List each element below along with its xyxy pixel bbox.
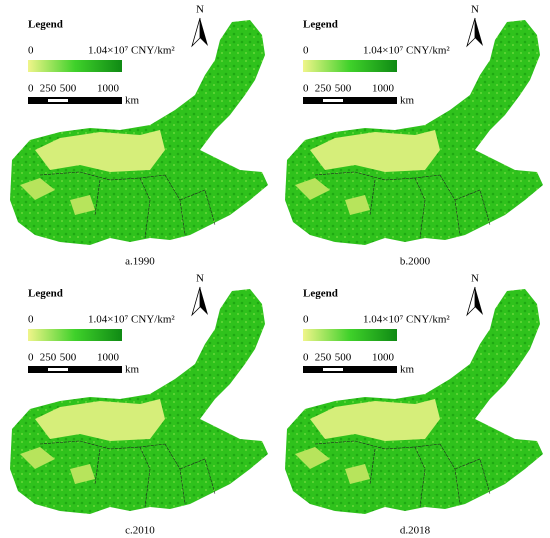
legend-title: Legend — [28, 288, 63, 300]
north-arrow — [475, 18, 483, 46]
map-panel: Legend 0 1.04×10⁷ CNY/km² 0 250 500 1000 km Nd.2… — [284, 273, 544, 537]
map-panel: Legend 0 1.04×10⁷ CNY/km² 0 250 500 1000 km Na.1… — [9, 4, 269, 268]
scale-label: 500 — [60, 352, 77, 364]
north-arrow — [200, 18, 208, 46]
scale-label: 0 — [303, 83, 309, 95]
north-arrow — [200, 287, 208, 315]
legend-gradient — [28, 60, 122, 72]
scale-label: 250 — [315, 352, 332, 364]
north-label: N — [196, 273, 204, 285]
north-arrow — [466, 17, 476, 48]
legend-max: 1.04×10⁷ CNY/km² — [363, 314, 450, 326]
caption: a.1990 — [125, 256, 155, 268]
scale-label: 500 — [335, 352, 352, 364]
scale-unit: km — [400, 95, 415, 107]
scale-label: 1000 — [97, 352, 120, 364]
scale-label: 0 — [303, 352, 309, 364]
scale-bar — [28, 97, 122, 104]
scale-bar-gap — [323, 99, 343, 102]
scale-bar — [303, 97, 397, 104]
north-arrow — [475, 287, 483, 315]
north-label: N — [471, 273, 479, 285]
north-label: N — [196, 4, 204, 16]
scale-label: 1000 — [372, 83, 395, 95]
north-arrow — [466, 286, 476, 317]
scale-bar — [28, 366, 122, 373]
legend-min: 0 — [303, 314, 309, 326]
scale-bar — [303, 366, 397, 373]
legend-max: 1.04×10⁷ CNY/km² — [88, 45, 175, 57]
north-arrow — [191, 17, 201, 48]
north-arrow — [191, 286, 201, 317]
legend-title: Legend — [303, 288, 338, 300]
scale-label: 500 — [60, 83, 77, 95]
scale-label: 500 — [335, 83, 352, 95]
legend-title: Legend — [28, 19, 63, 31]
legend-max: 1.04×10⁷ CNY/km² — [88, 314, 175, 326]
legend-min: 0 — [28, 314, 34, 326]
scale-unit: km — [125, 364, 140, 376]
map-panel: Legend 0 1.04×10⁷ CNY/km² 0 250 500 1000 km Nc.2… — [9, 273, 269, 537]
legend-max: 1.04×10⁷ CNY/km² — [363, 45, 450, 57]
scale-bar-gap — [48, 368, 68, 371]
scale-label: 250 — [40, 83, 57, 95]
scale-label: 250 — [315, 83, 332, 95]
scale-label: 250 — [40, 352, 57, 364]
scale-unit: km — [400, 364, 415, 376]
map-panel: Legend 0 1.04×10⁷ CNY/km² 0 250 500 1000 km Nb.2… — [284, 4, 544, 268]
scale-bar-gap — [48, 99, 68, 102]
scale-label: 1000 — [97, 83, 120, 95]
north-label: N — [471, 4, 479, 16]
caption: b.2000 — [400, 256, 431, 268]
legend-min: 0 — [303, 45, 309, 57]
scale-bar-gap — [323, 368, 343, 371]
caption: d.2018 — [400, 525, 431, 537]
scale-label: 0 — [28, 352, 34, 364]
legend-title: Legend — [303, 19, 338, 31]
scale-unit: km — [125, 95, 140, 107]
legend-gradient — [28, 329, 122, 341]
caption: c.2010 — [125, 525, 155, 537]
legend-min: 0 — [28, 45, 34, 57]
scale-label: 0 — [28, 83, 34, 95]
legend-gradient — [303, 329, 397, 341]
legend-gradient — [303, 60, 397, 72]
scale-label: 1000 — [372, 352, 395, 364]
